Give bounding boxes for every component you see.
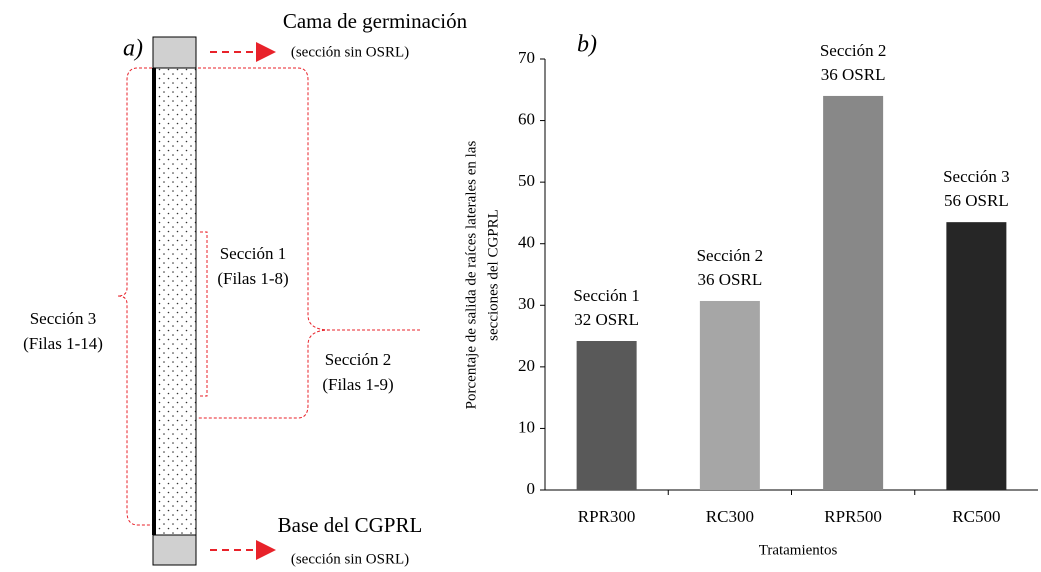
section-rows: (Filas 1-9) [322,375,393,394]
panel-label: b) [577,32,597,58]
x-tick-label: RC500 [952,507,1000,526]
section1-bracket [200,231,208,397]
y-tick-label: 50 [518,171,535,190]
section-rows: (Filas 1-8) [217,269,288,288]
bar-annotation: Sección 1 [573,286,640,305]
bottom-cap [152,534,197,566]
bar-annotation: 36 OSRL [821,65,886,84]
section-rows: (Filas 1-14) [23,334,103,353]
x-tick-label: RPR300 [578,507,636,526]
bar-annotation: 56 OSRL [944,191,1009,210]
bottom-title: Base del CGPRL [278,513,423,537]
top-title: Cama de germinación [283,9,468,33]
bar-chart: b) Tratamientos Porcentaje de salida de … [463,32,1038,558]
y-axis-label: Porcentaje de salida de raíces laterales… [463,141,479,410]
bar-annotation: 32 OSRL [574,310,639,329]
section-label: Sección 3 [30,309,97,328]
top-note: (sección sin OSRL) [291,44,409,60]
diagram: a) Cama de germinación (sección sin OSRL… [23,9,468,568]
bar-annotation: Sección 2 [820,41,887,60]
bar [699,300,760,490]
section2-bracket [198,67,420,419]
bottom-note: (sección sin OSRL) [291,551,409,567]
y-tick-label: 40 [518,233,535,252]
section-label: Sección 2 [325,350,392,369]
y-tick-label: 60 [518,109,535,128]
top-cap [152,36,197,69]
panel-label: a) [123,36,143,62]
bar [576,340,637,490]
bar-annotation: Sección 3 [943,167,1010,186]
section-label: Sección 1 [220,244,287,263]
y-tick-label: 70 [518,48,535,67]
bar-annotation: Sección 2 [697,246,764,265]
x-tick-label: RPR500 [824,507,882,526]
y-tick-label: 20 [518,356,535,375]
bar-annotation: 36 OSRL [698,270,763,289]
x-axis-label: Tratamientos [759,542,838,558]
y-tick-label: 10 [518,417,535,436]
bar [823,95,884,490]
bar [946,222,1007,490]
x-tick-label: RC300 [706,507,754,526]
column [152,67,197,536]
y-tick-label: 30 [518,294,535,313]
y-axis-label: secciones del CGPRL [485,209,501,341]
section3-bracket [117,67,152,526]
y-tick-label: 0 [527,479,536,498]
